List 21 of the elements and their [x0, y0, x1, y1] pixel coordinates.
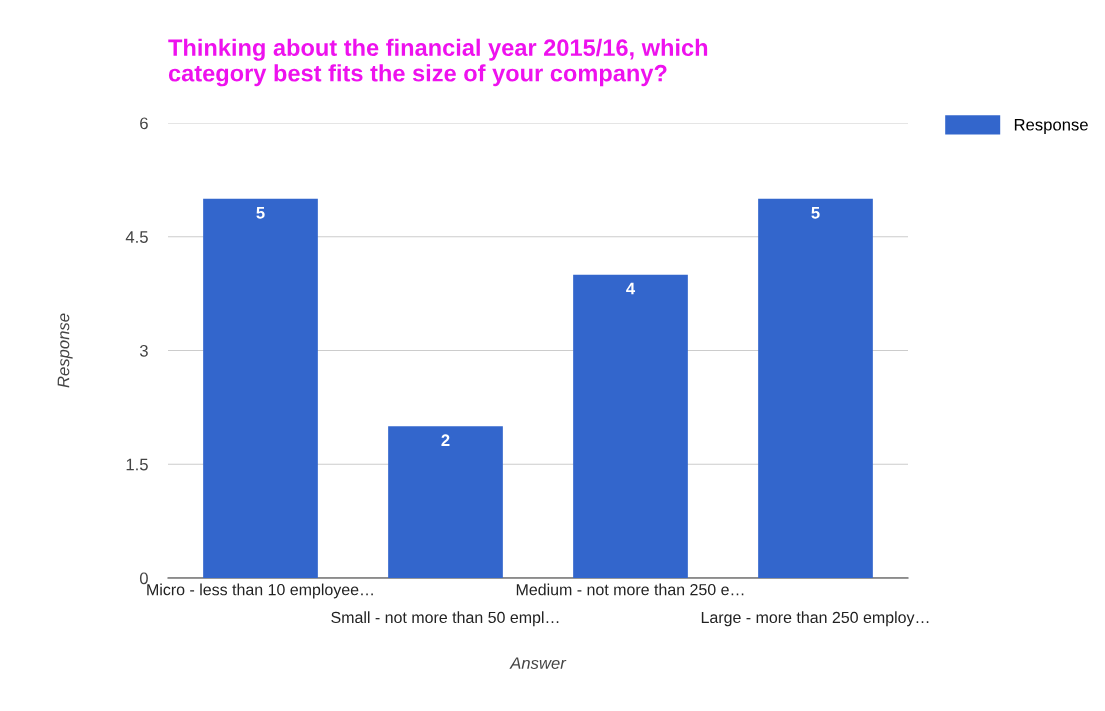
y-axis-title: Response [57, 313, 73, 388]
data-label: 2 [441, 434, 450, 446]
y-tick-label: 6 [140, 117, 148, 130]
data-label: 4 [626, 282, 636, 295]
y-tick-label: 0 [139, 572, 148, 585]
bar [573, 274, 688, 578]
data-label: 5 [256, 207, 265, 219]
data-label: 5 [811, 207, 820, 219]
y-tick-label: 4.5 [125, 231, 148, 243]
chart-title: Thinking about the financial year 2015/16, which category best fits the size of your company? [168, 38, 708, 87]
x-tick-label: Micro - less than 10 employee… [147, 583, 373, 599]
x-tick-label: Large - more than 250 employ… [701, 611, 929, 627]
legend-label: Response [1014, 118, 1088, 134]
x-axis-title: Answer [509, 657, 567, 670]
y-tick-label: 3 [139, 344, 148, 357]
bar [388, 426, 503, 578]
bar [203, 198, 318, 578]
x-tick-label: Small - not more than 50 empl… [331, 611, 559, 627]
y-tick-label: 1.5 [126, 458, 148, 471]
bar [758, 198, 873, 578]
x-tick-label: Medium - not more than 250 e… [516, 583, 744, 596]
